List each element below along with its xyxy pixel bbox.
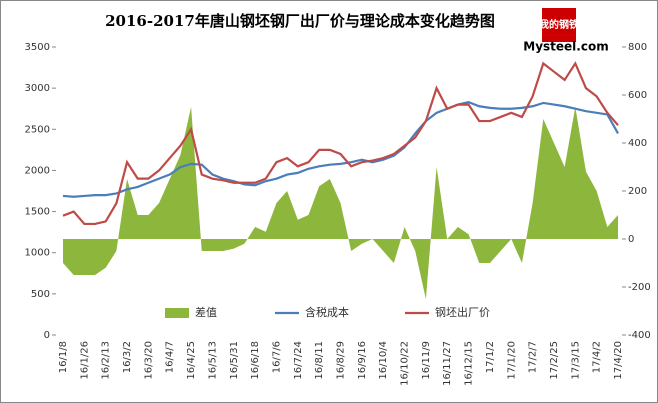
y-tick-label: 500 (31, 289, 50, 300)
x-tick-label: 16/4/25 (186, 341, 197, 380)
y-tick-label: 0 (44, 330, 50, 341)
x-tick-label: 16/11/27 (442, 341, 453, 386)
x-tick-label: 16/7/6 (271, 341, 282, 373)
x-tick-label: 16/5/13 (207, 341, 218, 380)
legend-swatch (165, 308, 189, 318)
x-tick-label: 16/1/26 (79, 341, 90, 380)
legend-label: 差值 (195, 305, 217, 319)
x-tick-label: 16/12/15 (464, 341, 475, 386)
x-tick-label: 17/3/15 (570, 341, 581, 380)
y2-tick-label: -400 (628, 330, 651, 341)
x-tick-label: 16/11/9 (421, 341, 432, 380)
line (62, 61, 619, 226)
x-tick-label: 16/3/20 (143, 341, 154, 380)
x-tick-label: 16/8/29 (336, 341, 347, 380)
x-tick-label: 16/3/2 (122, 341, 133, 373)
x-tick-label: 17/2/25 (549, 341, 560, 380)
y2-tick-label: 200 (628, 186, 647, 197)
x-tick-label: 16/9/16 (357, 341, 368, 380)
logo-box (542, 8, 576, 42)
y-tick-label: 1500 (25, 207, 50, 218)
x-tick-label: 17/2/7 (528, 341, 539, 373)
y-tick-label: 3500 (25, 42, 50, 53)
x-tick-label: 16/8/11 (314, 341, 325, 380)
line (62, 100, 619, 198)
chart-title: 2016-2017年唐山钢坯钢厂出厂价与理论成本变化趋势图 (105, 12, 495, 30)
x-tick-label: 16/4/7 (165, 341, 176, 373)
area (63, 107, 618, 299)
y-tick-label: 2500 (25, 124, 50, 135)
x-tick-label: 17/4/2 (592, 341, 603, 373)
x-tick-label: 16/2/13 (101, 341, 112, 380)
x-tick-label: 17/1/20 (506, 341, 517, 380)
x-tick-label: 16/5/31 (229, 341, 240, 380)
y-tick-label: 3000 (25, 83, 50, 94)
y-tick-label: 2000 (25, 165, 50, 176)
y2-tick-label: 600 (628, 90, 647, 101)
y2-tick-label: 800 (628, 42, 647, 53)
y2-tick-label: 0 (628, 234, 634, 245)
x-tick-label: 16/6/18 (250, 341, 261, 380)
x-tick-label: 16/7/24 (293, 341, 304, 380)
y2-tick-label: 400 (628, 138, 647, 149)
y2-tick-label: -200 (628, 282, 651, 293)
x-tick-label: 16/10/4 (378, 341, 389, 380)
logo-cn: 我的钢铁 (539, 18, 579, 31)
x-tick-label: 17/1/2 (485, 341, 496, 373)
legend-label: 含税成本 (305, 305, 349, 319)
y-tick-label: 1000 (25, 248, 50, 259)
legend-label: 钢坯出厂价 (435, 305, 490, 319)
x-tick-label: 16/1/8 (58, 341, 69, 373)
x-tick-label: 17/4/20 (613, 341, 624, 380)
x-tick-label: 16/10/22 (400, 341, 411, 386)
logo-en: Mysteel.com (523, 40, 608, 54)
